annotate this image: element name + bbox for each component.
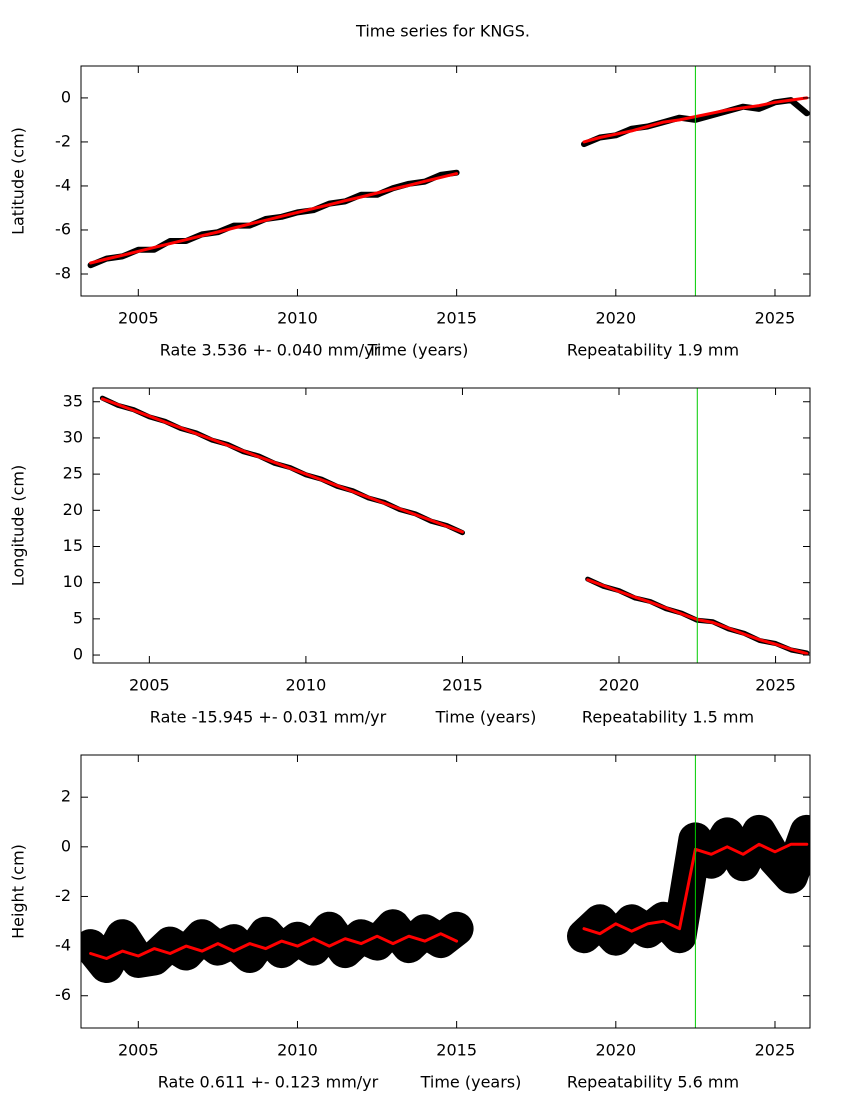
x-tick-label: 2005 (129, 676, 170, 695)
y-tick-label: -4 (55, 936, 71, 955)
model-series (89, 96, 809, 265)
y-tick-label: 2 (61, 787, 71, 806)
x-tick-label: 2005 (118, 309, 159, 328)
y-tick-label: 5 (73, 608, 83, 627)
observed-series (99, 395, 810, 656)
plot-frame (80, 65, 811, 297)
y-tick-label: -8 (55, 263, 71, 282)
x-axis-label: Time (years) (435, 708, 537, 727)
y-axis-label: Latitude (cm) (9, 127, 28, 235)
x-tick-label: 2020 (599, 676, 640, 695)
observed-series (87, 97, 810, 269)
y-tick-label: -4 (55, 175, 71, 194)
figure-title: Time series for KNGS. (355, 22, 530, 41)
x-tick-label: 2010 (277, 309, 318, 328)
x-tick-label: 2010 (286, 676, 327, 695)
rate-label: Rate 3.536 +- 0.040 mm/yr (160, 341, 381, 360)
x-tick-label: 2005 (118, 1041, 159, 1060)
plot-area (81, 814, 810, 983)
y-axis-label: Height (cm) (9, 844, 28, 939)
plot-frame (80, 754, 811, 1029)
x-tick-label: 2025 (755, 676, 796, 695)
y-tick-label: 20 (63, 500, 83, 519)
x-tick-label: 2015 (442, 676, 483, 695)
repeatability-label: Repeatability 1.5 mm (582, 708, 754, 727)
x-tick-label: 2010 (277, 1041, 318, 1060)
y-tick-label: -6 (55, 985, 71, 1004)
y-tick-label: -2 (55, 886, 71, 905)
x-tick-label: 2015 (436, 1041, 477, 1060)
x-tick-label: 2025 (755, 309, 796, 328)
x-tick-label: 2015 (436, 309, 477, 328)
y-tick-label: 15 (63, 536, 83, 555)
x-tick-label: 2025 (755, 1041, 796, 1060)
y-tick-label: 0 (73, 645, 83, 664)
plot-area (99, 395, 810, 656)
y-tick-label: 25 (63, 464, 83, 483)
x-tick-label: 2020 (595, 309, 636, 328)
y-tick-label: 0 (61, 836, 71, 855)
y-tick-label: -2 (55, 131, 71, 150)
x-axis-label: Time (years) (367, 341, 469, 360)
rate-label: Rate 0.611 +- 0.123 mm/yr (158, 1073, 379, 1092)
y-axis-label: Longitude (cm) (9, 465, 28, 587)
plot-frame (92, 387, 811, 664)
y-tick-label: 0 (61, 87, 71, 106)
y-tick-label: -6 (55, 219, 71, 238)
repeatability-label: Repeatability 1.9 mm (567, 341, 739, 360)
y-tick-label: 10 (63, 572, 83, 591)
x-tick-label: 2020 (595, 1041, 636, 1060)
y-tick-label: 35 (63, 391, 83, 410)
model-series (100, 397, 809, 656)
repeatability-label: Repeatability 5.6 mm (567, 1073, 739, 1092)
x-axis-label: Time (years) (420, 1073, 522, 1092)
y-tick-label: 30 (63, 427, 83, 446)
plot-area (87, 96, 810, 269)
rate-label: Rate -15.945 +- 0.031 mm/yr (150, 708, 387, 727)
